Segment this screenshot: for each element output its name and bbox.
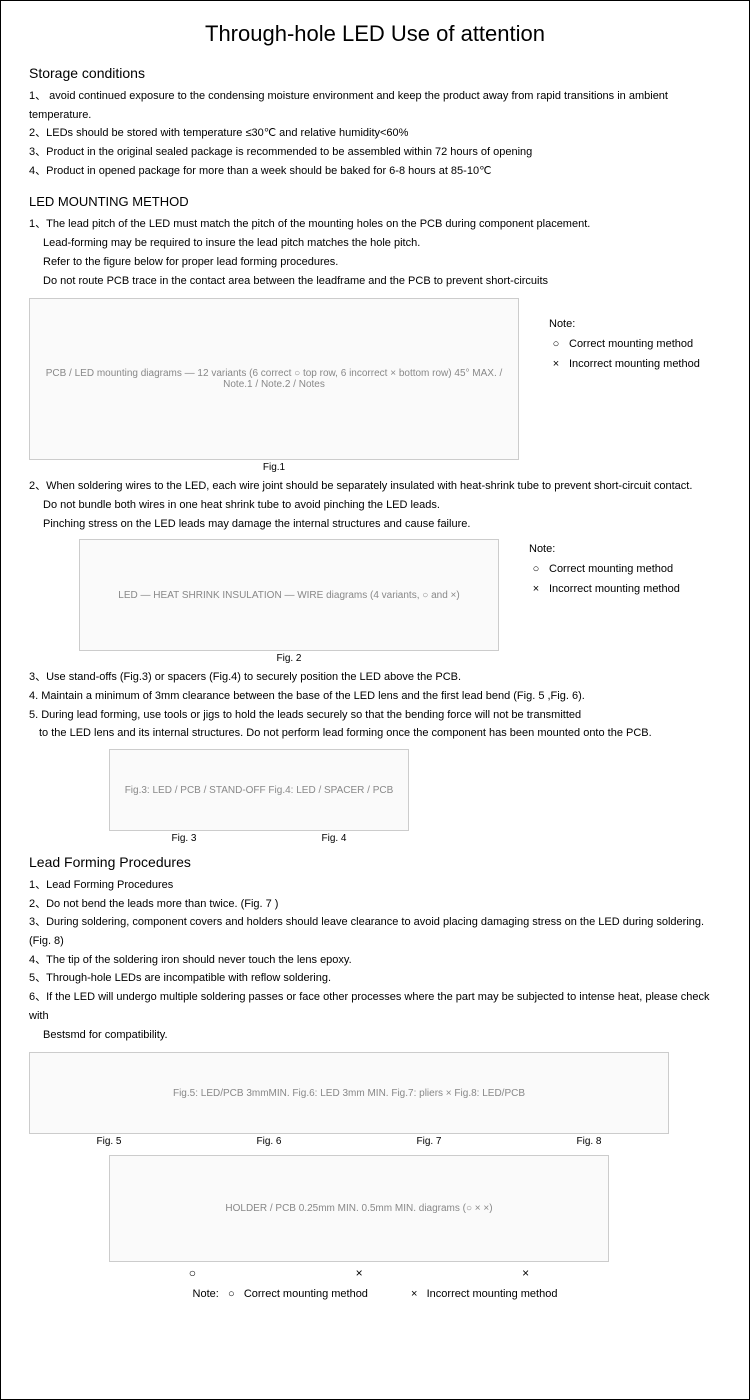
bottom-note: Note: ○ Correct mounting method × Incorr… bbox=[29, 1288, 721, 1300]
holder-cross-icon-2: × bbox=[522, 1266, 529, 1280]
leadforming-item-6: 6、If the LED will undergo multiple solde… bbox=[29, 988, 721, 1025]
mounting-section: LED MOUNTING METHOD 1、The lead pitch of … bbox=[29, 194, 721, 844]
leadforming-item-3: 3、During soldering, component covers and… bbox=[29, 913, 721, 950]
holder-cross-icon-1: × bbox=[356, 1266, 363, 1280]
fig8-caption: Fig. 8 bbox=[576, 1136, 601, 1147]
legend-incorrect-2: × Incorrect mounting method bbox=[529, 583, 680, 595]
fig1-caption: Fig.1 bbox=[29, 462, 519, 473]
legend-correct: ○ Correct mounting method bbox=[549, 338, 700, 350]
fig2-legend: Note: ○ Correct mounting method × Incorr… bbox=[529, 543, 680, 664]
fig5678-row: Fig.5: LED/PCB 3mmMIN. Fig.6: LED 3mm MI… bbox=[29, 1052, 669, 1147]
legend-incorrect: × Incorrect mounting method bbox=[549, 358, 700, 370]
fig-holder-diagram-placeholder: HOLDER / PCB 0.25mm MIN. 0.5mm MIN. diag… bbox=[109, 1155, 609, 1262]
fig4-caption: Fig. 4 bbox=[321, 833, 346, 844]
legend-note: Note: bbox=[549, 318, 700, 330]
cross-icon: × bbox=[549, 358, 563, 370]
mounting-item-2a: Do not bundle both wires in one heat shr… bbox=[43, 496, 721, 515]
fig2-diagram-placeholder: LED — HEAT SHRINK INSULATION — WIRE diag… bbox=[79, 539, 499, 651]
fig-holder-row: HOLDER / PCB 0.25mm MIN. 0.5mm MIN. diag… bbox=[109, 1155, 609, 1280]
leadforming-item-1: 1、Lead Forming Procedures bbox=[29, 876, 721, 895]
fig5678-diagram-placeholder: Fig.5: LED/PCB 3mmMIN. Fig.6: LED 3mm MI… bbox=[29, 1052, 669, 1134]
leadforming-item-2: 2、Do not bend the leads more than twice.… bbox=[29, 895, 721, 914]
fig5-caption: Fig. 5 bbox=[96, 1136, 121, 1147]
mounting-item-4: 4. Maintain a minimum of 3mm clearance b… bbox=[29, 687, 721, 706]
mounting-item-1a: Lead-forming may be required to insure t… bbox=[43, 234, 721, 253]
fig6-caption: Fig. 6 bbox=[256, 1136, 281, 1147]
fig1-row: PCB / LED mounting diagrams — 12 variant… bbox=[29, 298, 721, 473]
legend-correct-text-2: Correct mounting method bbox=[549, 563, 673, 575]
bottom-incorrect-text: Incorrect mounting method bbox=[427, 1288, 558, 1300]
circle-icon-2: ○ bbox=[529, 563, 543, 575]
fig1-diagrams: PCB / LED mounting diagrams — 12 variant… bbox=[29, 298, 519, 473]
leadforming-item-6a: Bestsmd for compatibility. bbox=[43, 1026, 721, 1045]
storage-item-1: 1、 avoid continued exposure to the conde… bbox=[29, 87, 721, 124]
bottom-correct-text: Correct mounting method bbox=[244, 1288, 368, 1300]
bottom-cross-icon: × bbox=[411, 1288, 417, 1300]
storage-item-2: 2、LEDs should be stored with temperature… bbox=[29, 124, 721, 143]
storage-item-3: 3、Product in the original sealed package… bbox=[29, 143, 721, 162]
document-page: Through-hole LED Use of attention Storag… bbox=[0, 0, 750, 1400]
cross-icon-2: × bbox=[529, 583, 543, 595]
fig1-diagram-placeholder: PCB / LED mounting diagrams — 12 variant… bbox=[29, 298, 519, 460]
holder-circle-icon: ○ bbox=[189, 1266, 196, 1280]
mounting-item-1: 1、The lead pitch of the LED must match t… bbox=[29, 215, 721, 234]
fig3-caption: Fig. 3 bbox=[171, 833, 196, 844]
mounting-heading: LED MOUNTING METHOD bbox=[29, 194, 721, 209]
bottom-circle-icon: ○ bbox=[228, 1288, 235, 1300]
leadforming-item-4: 4、The tip of the soldering iron should n… bbox=[29, 951, 721, 970]
mounting-item-3: 3、Use stand-offs (Fig.3) or spacers (Fig… bbox=[29, 668, 721, 687]
mounting-item-2b: Pinching stress on the LED leads may dam… bbox=[43, 515, 721, 534]
page-title: Through-hole LED Use of attention bbox=[29, 21, 721, 47]
storage-item-4: 4、Product in opened package for more tha… bbox=[29, 162, 721, 181]
mounting-item-5: 5. During lead forming, use tools or jig… bbox=[29, 706, 721, 725]
legend-note-2: Note: bbox=[529, 543, 680, 555]
mounting-item-2: 2、When soldering wires to the LED, each … bbox=[29, 477, 721, 496]
fig34-diagram-placeholder: Fig.3: LED / PCB / STAND-OFF Fig.4: LED … bbox=[109, 749, 409, 831]
fig2-diagrams: LED — HEAT SHRINK INSULATION — WIRE diag… bbox=[79, 539, 499, 664]
legend-incorrect-text-2: Incorrect mounting method bbox=[549, 583, 680, 595]
leadforming-heading: Lead Forming Procedures bbox=[29, 854, 721, 870]
storage-heading: Storage conditions bbox=[29, 65, 721, 81]
legend-correct-2: ○ Correct mounting method bbox=[529, 563, 680, 575]
legend-correct-text: Correct mounting method bbox=[569, 338, 693, 350]
mounting-item-1c: Do not route PCB trace in the contact ar… bbox=[43, 272, 721, 291]
fig2-caption: Fig. 2 bbox=[79, 653, 499, 664]
storage-section: Storage conditions 1、 avoid continued ex… bbox=[29, 65, 721, 180]
circle-icon: ○ bbox=[549, 338, 563, 350]
fig7-caption: Fig. 7 bbox=[416, 1136, 441, 1147]
leadforming-item-5: 5、Through-hole LEDs are incompatible wit… bbox=[29, 969, 721, 988]
fig1-legend: Note: ○ Correct mounting method × Incorr… bbox=[549, 318, 700, 378]
fig2-row: LED — HEAT SHRINK INSULATION — WIRE diag… bbox=[29, 539, 721, 664]
fig34-row: Fig.3: LED / PCB / STAND-OFF Fig.4: LED … bbox=[109, 749, 409, 844]
bottom-note-prefix: Note: bbox=[193, 1288, 219, 1300]
mounting-item-5a: to the LED lens and its internal structu… bbox=[39, 724, 721, 743]
mounting-item-1b: Refer to the figure below for proper lea… bbox=[43, 253, 721, 272]
legend-incorrect-text: Incorrect mounting method bbox=[569, 358, 700, 370]
leadforming-section: Lead Forming Procedures 1、Lead Forming P… bbox=[29, 854, 721, 1300]
